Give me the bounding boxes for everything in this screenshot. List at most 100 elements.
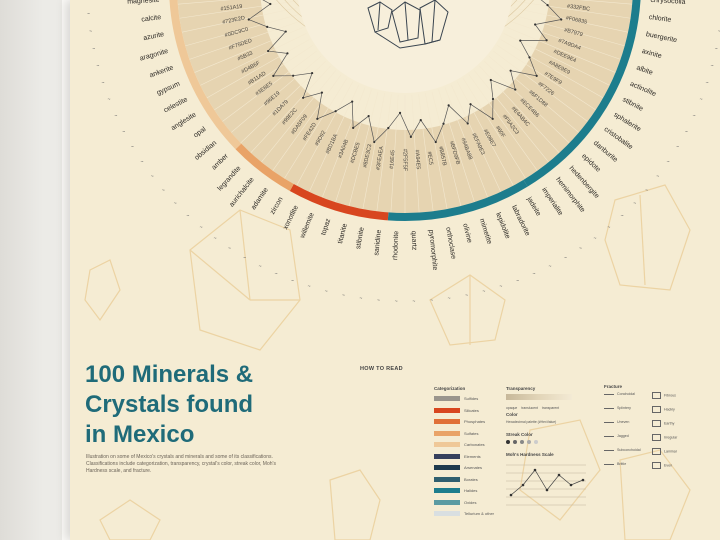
transparency-legend: Transparency opaque translucent transpar…: [506, 386, 586, 410]
decorative-glyph: ~: [174, 201, 177, 207]
grid-line: [284, 78, 348, 179]
fracture-name: Conchoidal: [617, 392, 635, 396]
decorative-glyph: ~: [656, 174, 659, 180]
hardness-point: [302, 96, 305, 99]
decorative-glyph: ~: [715, 46, 718, 52]
hardness-point: [284, 30, 287, 33]
mineral-label: chlorite: [648, 14, 671, 24]
mineral-label: buergerite: [645, 31, 677, 44]
background-crystal-outlines: [84, 184, 691, 540]
decorative-glyph: ~: [412, 299, 415, 305]
fracture-icon: [652, 392, 661, 399]
mineral-label: adamite: [250, 187, 270, 212]
hex-code-label: #B857B: [437, 146, 447, 167]
category-name: Oxides: [464, 499, 477, 505]
mineral-label: anglesite: [170, 111, 198, 132]
decorative-glyph: ~: [711, 63, 714, 69]
decorative-glyph: ~: [706, 80, 709, 86]
fracture-icon: [652, 448, 661, 455]
fracture-item: Jagged: [604, 434, 652, 438]
mineral-label: ankerite: [149, 64, 175, 79]
transparency-value: transparent: [541, 406, 560, 410]
hardness-point: [292, 74, 295, 77]
hex-code-label: #151A19: [220, 4, 243, 13]
grid-line: [492, 50, 588, 122]
hardness-example-point: [557, 473, 561, 477]
decorative-glyph: ~: [607, 225, 610, 231]
category-swatch: [434, 419, 460, 424]
streak-dot: [513, 440, 517, 444]
hardness-point: [546, 4, 549, 7]
decorative-glyph: ~: [448, 296, 451, 302]
category-name: Sulfates: [464, 430, 479, 436]
grid-line: [177, 0, 232, 5]
fracture-icon: [604, 393, 614, 395]
poster-frame: [62, 0, 72, 540]
fracture-name: Subconchoidal: [617, 448, 641, 452]
decorative-glyph: ~: [259, 264, 262, 270]
decorative-glyph: ~: [377, 298, 380, 304]
category-swatch: [434, 499, 460, 505]
decorative-glyph: ~: [291, 278, 294, 284]
fracture-icon: [604, 435, 614, 437]
hardness-point: [489, 78, 492, 82]
grid-line: [510, 14, 625, 47]
mineral-label: sphalerite: [612, 111, 642, 133]
streak-dot: [534, 440, 538, 444]
category-legend-item: Halides: [434, 486, 477, 498]
mineral-label: albite: [635, 64, 653, 76]
category-name: Tellurium & other: [464, 511, 495, 516]
grid-line: [488, 55, 580, 133]
hardness-point: [491, 97, 495, 101]
decorative-glyph: ~: [243, 256, 246, 262]
hardness-point: [367, 114, 370, 118]
category-ring-segment: [289, 184, 389, 221]
hardness-point: [447, 104, 450, 107]
hex-code-label: #DCBE5: [350, 142, 362, 164]
category-ring-segment: [235, 143, 294, 191]
hardness-point: [545, 39, 548, 42]
grid-line: [418, 94, 434, 212]
decorative-glyph: ~: [633, 201, 636, 207]
hardness-point: [491, 117, 494, 120]
hardness-scale-chart: [506, 464, 586, 506]
mineral-label: topaz: [320, 217, 332, 236]
hardness-point: [286, 52, 289, 55]
mineral-label: labradorite: [510, 204, 531, 237]
fracture-icon: [604, 407, 614, 409]
grid-line: [272, 74, 342, 171]
title-line-2: Crystals found: [85, 391, 254, 418]
grid-line: [200, 33, 307, 86]
grid-line: [321, 87, 366, 198]
grid-line: [411, 94, 420, 213]
category-legend-item: Sulfides: [434, 394, 478, 406]
decorative-glyph: ~: [482, 289, 485, 295]
category-swatch: [434, 430, 460, 436]
category-legend-item: Phosphates: [434, 417, 485, 429]
transparency-value: opaque: [506, 406, 518, 410]
decorative-glyph: ~: [200, 225, 203, 231]
color-note: Hexadecimal palette (#HexValue): [506, 420, 557, 424]
category-swatch: [434, 442, 460, 447]
category-legend-item: Elements: [434, 452, 481, 464]
fracture-item: Earthy: [652, 420, 700, 427]
hardness-scale-label: Moh's Hardness Scale: [506, 452, 554, 457]
decorative-glyph: ~: [275, 272, 278, 278]
transparency-value: translucent: [521, 406, 538, 410]
mineral-label: aragonite: [139, 48, 169, 63]
fracture-name: Jagged: [617, 434, 629, 438]
title-line-3: in Mexico: [85, 421, 195, 448]
grid-line: [362, 93, 385, 210]
decorative-glyph: ~: [131, 145, 134, 151]
transparency-scale-bar: [506, 394, 572, 400]
fracture-name: Uneven: [617, 420, 630, 424]
category-name: Arsenates: [464, 465, 483, 470]
mineral-label: calcite: [141, 14, 162, 24]
hardness-example-point: [521, 483, 525, 487]
grid-line: [181, 7, 298, 33]
decorative-glyph: ~: [667, 160, 670, 166]
hardness-point: [373, 140, 376, 144]
hardness-point: [419, 118, 422, 122]
fracture-name: Splintery: [617, 406, 631, 410]
decorative-glyph: ~: [214, 236, 217, 242]
